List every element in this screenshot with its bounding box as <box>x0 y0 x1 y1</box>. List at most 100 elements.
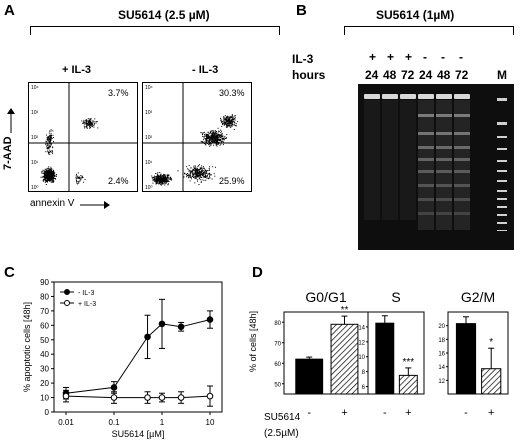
dot <box>222 121 224 123</box>
dot <box>45 140 47 142</box>
dot <box>165 176 167 178</box>
dot <box>203 136 205 138</box>
dot <box>211 140 213 142</box>
dot <box>168 183 169 185</box>
dot <box>88 119 90 121</box>
dot <box>166 175 168 177</box>
dot <box>230 126 232 128</box>
dot <box>220 117 221 119</box>
genomic-dna-band <box>400 94 416 99</box>
dna-ladder-band <box>418 198 434 201</box>
dot <box>43 173 45 175</box>
x-category-label: - <box>307 407 311 419</box>
dot <box>214 139 216 141</box>
dot <box>53 170 55 172</box>
dot <box>219 138 221 140</box>
dot <box>47 176 49 178</box>
dot <box>200 176 202 178</box>
legend-marker <box>64 300 70 306</box>
dot <box>209 177 211 179</box>
dot <box>224 119 226 121</box>
dot <box>198 165 199 167</box>
dot <box>191 171 193 173</box>
genomic-dna-band <box>436 94 452 99</box>
dot <box>155 181 157 183</box>
dot <box>201 168 202 170</box>
dot <box>227 115 229 117</box>
d-row-label-2: (2.5µM) <box>264 428 299 439</box>
dot <box>165 178 166 180</box>
dot <box>201 170 203 172</box>
dot <box>50 170 52 172</box>
dot <box>206 172 208 174</box>
dot <box>84 123 86 125</box>
dot <box>202 173 204 175</box>
dot <box>47 171 49 173</box>
dot <box>50 181 52 183</box>
dot <box>220 137 222 139</box>
dot <box>205 170 207 172</box>
dot <box>49 180 51 182</box>
x-axis-label: SU5614 [µM] <box>112 429 165 439</box>
dot <box>45 171 47 173</box>
dot <box>233 129 235 130</box>
dot <box>227 118 229 120</box>
marker-band <box>497 136 507 138</box>
dot <box>205 176 207 178</box>
dot <box>203 167 205 169</box>
dot <box>86 124 88 126</box>
dot <box>76 180 78 182</box>
dot <box>211 138 213 140</box>
dot <box>46 170 48 172</box>
dot <box>48 146 50 148</box>
dot <box>177 170 179 172</box>
dot <box>194 171 196 173</box>
dot <box>212 140 214 142</box>
dot <box>51 171 53 173</box>
dot <box>208 140 210 142</box>
dot <box>162 173 164 175</box>
dot <box>166 177 168 179</box>
dot <box>217 134 219 136</box>
marker-band <box>497 160 507 162</box>
dot <box>52 153 54 155</box>
dot <box>217 127 219 129</box>
dot <box>156 173 158 175</box>
dot <box>189 175 191 177</box>
dot <box>204 138 206 140</box>
dot <box>164 180 166 181</box>
dot <box>49 149 51 151</box>
dot <box>52 134 54 136</box>
dot <box>90 118 92 119</box>
dot <box>53 171 55 173</box>
panel-b-bracket <box>344 26 514 35</box>
dot <box>50 177 52 179</box>
dot <box>155 178 157 180</box>
dot <box>152 179 154 181</box>
dot <box>157 182 158 184</box>
dot <box>221 140 223 142</box>
dot <box>155 183 157 185</box>
dot <box>50 173 52 175</box>
bar <box>398 374 418 395</box>
dot <box>204 134 205 136</box>
dna-ladder-band <box>454 184 470 187</box>
dot <box>218 135 220 137</box>
dot <box>47 140 49 142</box>
dot <box>51 150 53 152</box>
dot <box>198 173 200 175</box>
dot <box>194 172 196 174</box>
dot <box>230 119 232 121</box>
dot <box>209 137 210 139</box>
dot <box>210 138 212 139</box>
dot <box>156 176 158 177</box>
dot <box>201 165 203 167</box>
dot <box>75 178 77 180</box>
dot <box>188 173 190 175</box>
dot <box>42 175 44 177</box>
dot <box>88 124 90 126</box>
dot <box>231 125 233 127</box>
dot <box>194 169 196 171</box>
dot <box>214 133 216 135</box>
dot <box>47 172 49 174</box>
